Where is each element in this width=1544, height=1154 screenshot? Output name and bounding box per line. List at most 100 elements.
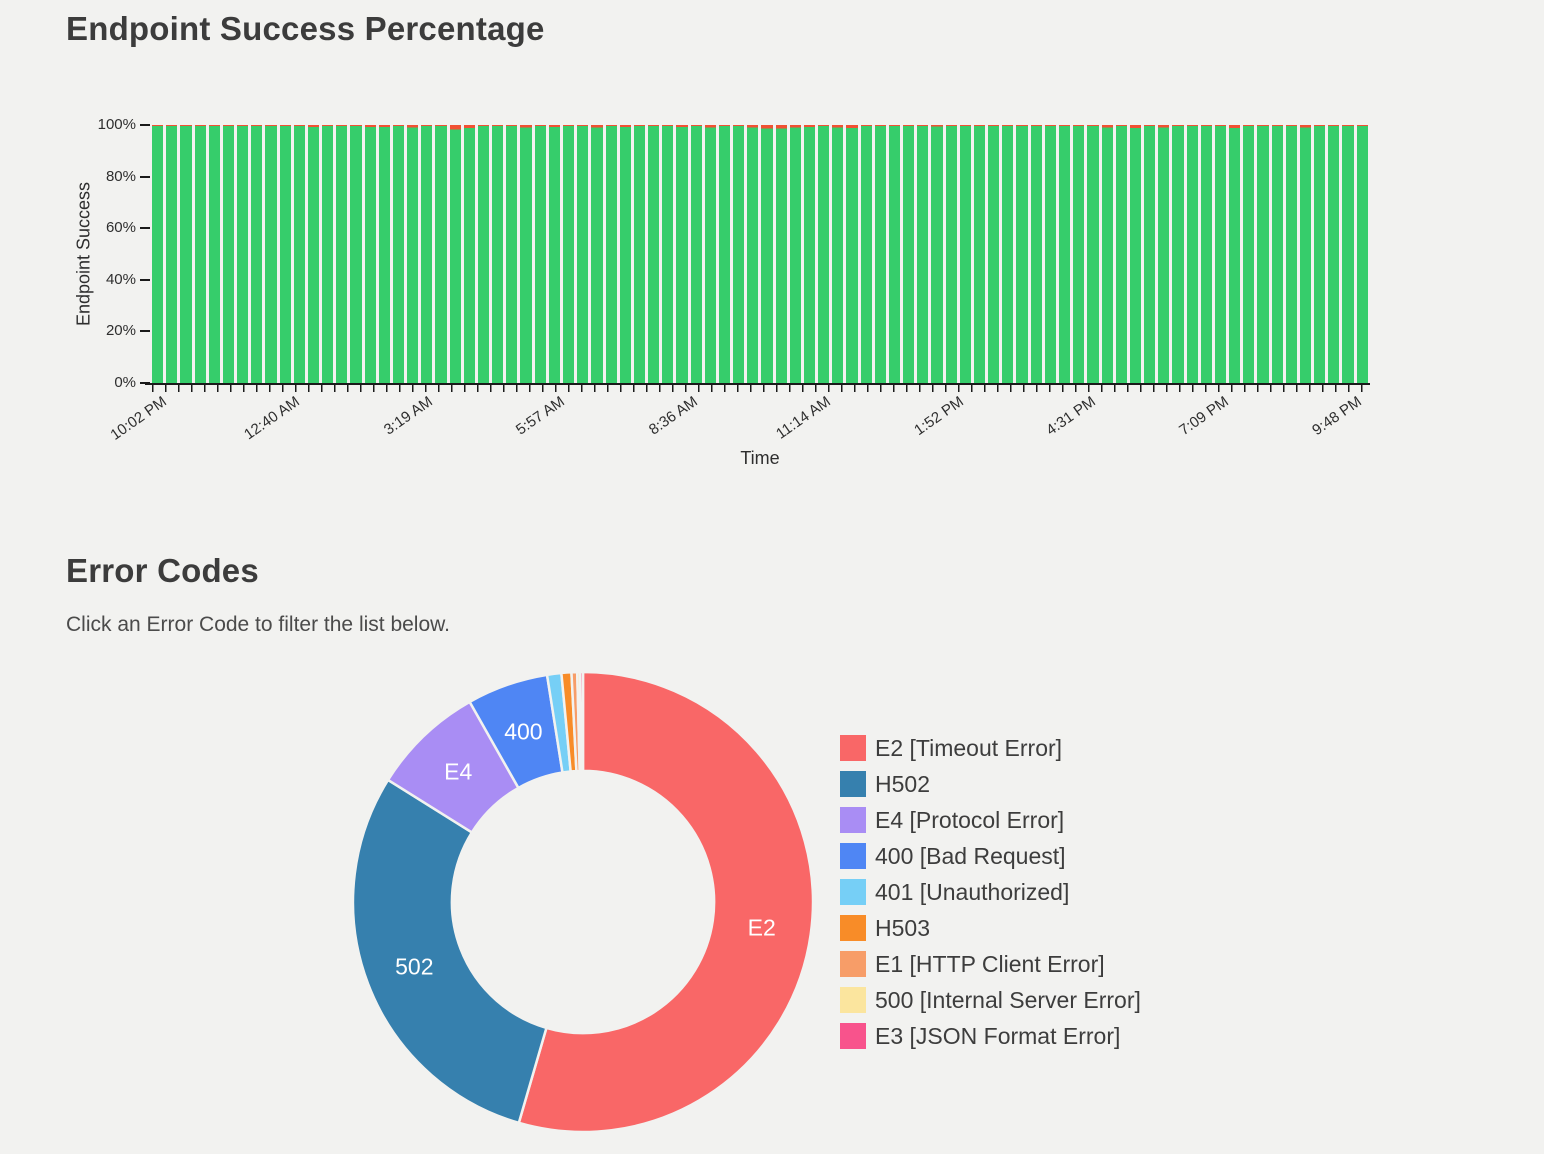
- legend-swatch: [840, 735, 866, 761]
- stacked-bar: [1214, 125, 1227, 383]
- stacked-bar: [166, 125, 178, 383]
- stacked-bar: [690, 125, 702, 383]
- donut-slice-502[interactable]: [351, 778, 548, 1125]
- donut-slice-e2[interactable]: [517, 670, 815, 1134]
- stacked-bar: [1016, 125, 1028, 383]
- success-chart-title: Endpoint Success Percentage: [66, 10, 545, 47]
- legend-swatch: [840, 1023, 866, 1049]
- stacked-bar: [477, 125, 490, 383]
- donut-slice-e3[interactable]: [578, 670, 585, 773]
- y-tick-label: 60%: [105, 219, 136, 237]
- legend-item-400[interactable]: 400 [Bad Request]: [840, 843, 1141, 869]
- y-axis-title: Endpoint Success: [73, 181, 94, 327]
- stacked-bar: [789, 125, 801, 383]
- stacked-bar: [322, 125, 334, 383]
- legend-item-500[interactable]: 500 [Internal Server Error]: [840, 987, 1141, 1013]
- stacked-bar: [704, 125, 716, 383]
- y-axis-ticks: [140, 124, 150, 384]
- stacked-bar: [1002, 125, 1014, 383]
- x-axis-ticks: [152, 385, 1368, 392]
- stacked-bar: [307, 125, 320, 383]
- stacked-bar: [1328, 125, 1340, 383]
- stacked-bar: [1229, 125, 1241, 383]
- stacked-bar: [534, 125, 546, 383]
- legend-item-401[interactable]: 401 [Unauthorized]: [840, 879, 1141, 905]
- stacked-bar: [208, 125, 220, 383]
- y-tick-mark: [140, 124, 150, 126]
- stacked-bar: [194, 125, 206, 383]
- stacked-bar: [1186, 125, 1198, 383]
- stacked-bar: [591, 125, 603, 383]
- stacked-bar: [1356, 125, 1368, 383]
- x-tick-label: 10:02 PM: [107, 393, 170, 444]
- stacked-bar: [718, 125, 731, 383]
- stacked-bar: [1115, 125, 1127, 383]
- x-tick-label: 12:40 AM: [240, 393, 303, 444]
- x-tick-label: 5:57 AM: [513, 393, 569, 439]
- stacked-bar: [577, 125, 589, 383]
- x-axis-labels: 10:02 PM 12:40 AM 3:19 AM 5:57 AM 8:36 AM 11:…: [107, 393, 1368, 445]
- legend-item-e1[interactable]: E1 [HTTP Client Error]: [840, 951, 1141, 977]
- stacked-bar: [803, 125, 816, 383]
- stacked-bar: [1073, 125, 1085, 383]
- error-codes-donut: E2 502 E4 400: [351, 670, 815, 1134]
- stacked-bar: [1087, 125, 1099, 383]
- legend-label: E4 [Protocol Error]: [875, 806, 1065, 833]
- stacked-bar: [648, 125, 660, 383]
- stacked-bar: [520, 125, 532, 383]
- stacked-bar: [860, 125, 872, 383]
- legend-label: H502: [875, 770, 930, 797]
- stacked-bar: [152, 125, 164, 383]
- stacked-bar: [1144, 125, 1156, 383]
- stacked-bar: [747, 125, 759, 383]
- y-tick-mark: [140, 278, 150, 281]
- stacked-bar: [676, 125, 688, 383]
- legend-item-503[interactable]: H503: [840, 915, 1141, 941]
- stacked-bar: [251, 125, 263, 383]
- stacked-bar: [917, 125, 929, 383]
- stacked-bar: [562, 125, 575, 383]
- stacked-bar: [1342, 125, 1354, 383]
- success-bar-chart: [152, 125, 1368, 383]
- stacked-bar: [633, 125, 646, 383]
- legend-item-e4[interactable]: E4 [Protocol Error]: [840, 807, 1141, 833]
- legend-item-e3[interactable]: E3 [JSON Format Error]: [840, 1023, 1141, 1049]
- legend-label: 400 [Bad Request]: [875, 842, 1066, 869]
- legend-label: E1 [HTTP Client Error]: [875, 950, 1105, 977]
- stacked-bar: [463, 125, 475, 383]
- legend-item-e2[interactable]: E2 [Timeout Error]: [840, 735, 1141, 761]
- legend-label: E3 [JSON Format Error]: [875, 1022, 1121, 1049]
- stacked-bar: [1129, 125, 1142, 383]
- legend-label: H503: [875, 914, 930, 941]
- stacked-bar: [1101, 125, 1113, 383]
- stacked-bar: [761, 125, 773, 383]
- stacked-bar: [888, 125, 901, 383]
- stacked-bar: [605, 125, 617, 383]
- stacked-bar: [1243, 125, 1255, 383]
- x-tick-label: 1:52 PM: [910, 393, 967, 439]
- x-tick-label: 7:09 PM: [1176, 393, 1232, 439]
- y-tick-label: 40%: [105, 270, 136, 288]
- stacked-bar: [832, 125, 844, 383]
- legend-swatch: [840, 771, 866, 797]
- y-tick-label: 80%: [105, 167, 136, 185]
- stacked-bar: [959, 125, 971, 383]
- legend-label: 500 [Internal Server Error]: [875, 986, 1141, 1013]
- error-codes-title: Error Codes: [66, 552, 259, 589]
- stacked-bar: [279, 125, 291, 383]
- donut-slice-label: E2: [748, 914, 776, 940]
- y-tick-label: 100%: [97, 116, 136, 133]
- stacked-bar: [548, 125, 560, 383]
- legend-swatch: [840, 879, 866, 905]
- stacked-bar: [931, 125, 943, 383]
- stacked-bar: [662, 125, 674, 383]
- stacked-bar: [237, 125, 249, 383]
- legend-swatch: [840, 915, 866, 941]
- stacked-bar: [874, 125, 886, 383]
- stacked-bar: [180, 125, 192, 383]
- error-codes-legend: E2 [Timeout Error] H502 E4 [Protocol Error…: [840, 735, 1141, 1049]
- legend-item-502[interactable]: H502: [840, 771, 1141, 797]
- x-tick-label: 9:48 PM: [1309, 393, 1365, 439]
- y-axis-labels: 0% 20% 40% 60% 80% 100%: [50, 116, 136, 391]
